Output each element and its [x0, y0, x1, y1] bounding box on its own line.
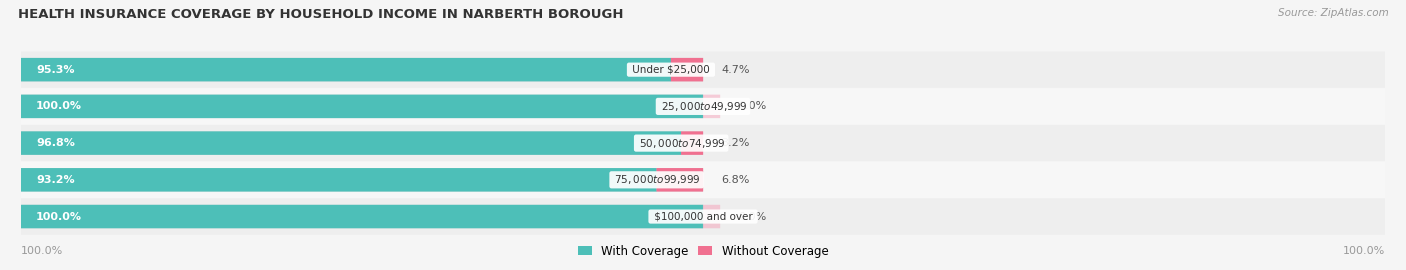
Text: $25,000 to $49,999: $25,000 to $49,999 [658, 100, 748, 113]
Text: 96.8%: 96.8% [37, 138, 75, 148]
Text: $100,000 and over: $100,000 and over [651, 211, 755, 222]
FancyBboxPatch shape [21, 94, 703, 118]
FancyBboxPatch shape [15, 162, 1391, 198]
FancyBboxPatch shape [21, 58, 671, 82]
Legend: With Coverage, Without Coverage: With Coverage, Without Coverage [572, 240, 834, 262]
FancyBboxPatch shape [21, 58, 703, 82]
FancyBboxPatch shape [703, 94, 720, 118]
Text: 100.0%: 100.0% [37, 211, 82, 222]
FancyBboxPatch shape [21, 168, 703, 192]
Text: 100.0%: 100.0% [1343, 246, 1385, 256]
FancyBboxPatch shape [21, 205, 703, 228]
FancyBboxPatch shape [21, 131, 682, 155]
Text: 93.2%: 93.2% [37, 175, 75, 185]
Text: 0.0%: 0.0% [738, 101, 766, 112]
Text: Source: ZipAtlas.com: Source: ZipAtlas.com [1278, 8, 1389, 18]
FancyBboxPatch shape [15, 125, 1391, 161]
FancyBboxPatch shape [681, 131, 703, 155]
FancyBboxPatch shape [671, 58, 703, 82]
FancyBboxPatch shape [15, 198, 1391, 235]
Text: $50,000 to $74,999: $50,000 to $74,999 [636, 137, 727, 150]
FancyBboxPatch shape [21, 94, 703, 118]
FancyBboxPatch shape [21, 205, 703, 228]
FancyBboxPatch shape [15, 52, 1391, 88]
FancyBboxPatch shape [703, 205, 720, 228]
Text: $75,000 to $99,999: $75,000 to $99,999 [612, 173, 702, 186]
Text: 100.0%: 100.0% [21, 246, 63, 256]
Text: HEALTH INSURANCE COVERAGE BY HOUSEHOLD INCOME IN NARBERTH BOROUGH: HEALTH INSURANCE COVERAGE BY HOUSEHOLD I… [18, 8, 624, 21]
FancyBboxPatch shape [657, 168, 703, 192]
Text: 95.3%: 95.3% [37, 65, 75, 75]
Text: 4.7%: 4.7% [721, 65, 749, 75]
Text: Under $25,000: Under $25,000 [628, 65, 713, 75]
FancyBboxPatch shape [15, 88, 1391, 124]
Text: 0.0%: 0.0% [738, 211, 766, 222]
Text: 100.0%: 100.0% [37, 101, 82, 112]
Text: 6.8%: 6.8% [721, 175, 749, 185]
FancyBboxPatch shape [21, 168, 657, 192]
Text: 3.2%: 3.2% [721, 138, 749, 148]
FancyBboxPatch shape [21, 131, 703, 155]
